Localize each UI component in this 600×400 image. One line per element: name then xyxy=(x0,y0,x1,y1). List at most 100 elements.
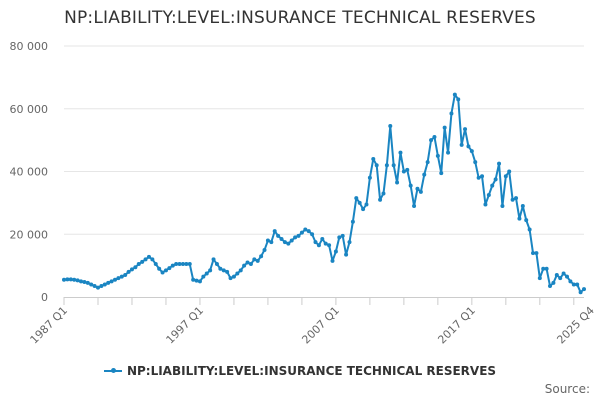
data-point[interactable] xyxy=(286,241,291,246)
data-point[interactable] xyxy=(306,229,311,234)
data-point[interactable] xyxy=(463,127,468,132)
data-point[interactable] xyxy=(85,280,90,285)
data-point[interactable] xyxy=(299,230,304,235)
data-point[interactable] xyxy=(259,254,264,259)
data-point[interactable] xyxy=(381,191,386,196)
data-point[interactable] xyxy=(374,163,379,168)
data-point[interactable] xyxy=(95,285,100,290)
data-point[interactable] xyxy=(361,207,366,212)
data-point[interactable] xyxy=(558,276,563,281)
data-point[interactable] xyxy=(490,183,495,188)
data-point[interactable] xyxy=(160,270,165,275)
data-point[interactable] xyxy=(357,200,362,205)
data-point[interactable] xyxy=(412,204,417,209)
data-point[interactable] xyxy=(106,280,111,285)
data-point[interactable] xyxy=(449,111,454,116)
data-point[interactable] xyxy=(282,240,287,245)
data-point[interactable] xyxy=(276,233,281,238)
data-point[interactable] xyxy=(544,266,549,271)
data-point[interactable] xyxy=(72,277,77,282)
data-point[interactable] xyxy=(405,167,410,172)
data-point[interactable] xyxy=(486,193,491,198)
data-point[interactable] xyxy=(231,274,236,279)
data-point[interactable] xyxy=(582,287,586,292)
data-point[interactable] xyxy=(65,277,70,282)
data-point[interactable] xyxy=(418,189,423,194)
data-point[interactable] xyxy=(466,144,471,149)
data-point[interactable] xyxy=(432,134,437,139)
data-point[interactable] xyxy=(221,268,226,273)
data-point[interactable] xyxy=(578,290,583,295)
data-point[interactable] xyxy=(330,258,335,263)
data-point[interactable] xyxy=(480,174,485,179)
data-point[interactable] xyxy=(201,274,206,279)
data-point[interactable] xyxy=(242,263,247,268)
data-point[interactable] xyxy=(245,260,250,265)
data-point[interactable] xyxy=(395,180,400,185)
data-point[interactable] xyxy=(524,218,529,223)
data-point[interactable] xyxy=(174,262,179,267)
data-point[interactable] xyxy=(469,149,474,154)
data-point[interactable] xyxy=(153,262,158,267)
data-point[interactable] xyxy=(520,204,525,209)
data-point[interactable] xyxy=(180,262,185,267)
data-point[interactable] xyxy=(187,262,192,267)
data-point[interactable] xyxy=(211,257,216,262)
data-point[interactable] xyxy=(62,277,66,282)
data-point[interactable] xyxy=(119,274,124,279)
data-point[interactable] xyxy=(218,266,223,271)
data-point[interactable] xyxy=(136,262,141,267)
data-point[interactable] xyxy=(398,150,403,155)
data-point[interactable] xyxy=(78,279,83,284)
data-point[interactable] xyxy=(510,197,515,202)
data-point[interactable] xyxy=(225,269,230,274)
data-point[interactable] xyxy=(497,161,502,166)
data-point[interactable] xyxy=(514,196,519,201)
data-point[interactable] xyxy=(541,266,546,271)
data-point[interactable] xyxy=(439,171,444,176)
data-point[interactable] xyxy=(483,202,488,207)
data-point[interactable] xyxy=(534,251,539,256)
data-point[interactable] xyxy=(408,183,413,188)
data-point[interactable] xyxy=(99,284,104,289)
data-point[interactable] xyxy=(146,254,151,259)
legend[interactable]: NP:LIABILITY:LEVEL:INSURANCE TECHNICAL R… xyxy=(0,364,600,378)
data-point[interactable] xyxy=(507,169,512,174)
data-point[interactable] xyxy=(184,262,189,267)
data-point[interactable] xyxy=(177,262,182,267)
data-point[interactable] xyxy=(554,273,559,278)
data-point[interactable] xyxy=(347,240,352,245)
data-point[interactable] xyxy=(150,257,155,262)
data-point[interactable] xyxy=(446,150,451,155)
data-point[interactable] xyxy=(68,277,73,282)
data-point[interactable] xyxy=(102,282,107,287)
data-point[interactable] xyxy=(415,186,420,191)
data-point[interactable] xyxy=(401,169,406,174)
data-point[interactable] xyxy=(143,257,148,262)
data-point[interactable] xyxy=(367,175,372,180)
data-point[interactable] xyxy=(537,276,542,281)
data-point[interactable] xyxy=(354,196,359,201)
data-point[interactable] xyxy=(235,271,240,276)
data-point[interactable] xyxy=(391,163,396,168)
data-point[interactable] xyxy=(303,227,308,232)
data-point[interactable] xyxy=(323,241,328,246)
data-point[interactable] xyxy=(289,238,294,243)
data-point[interactable] xyxy=(442,125,447,130)
data-point[interactable] xyxy=(133,265,138,270)
data-point[interactable] xyxy=(194,278,199,283)
data-point[interactable] xyxy=(252,257,257,262)
data-point[interactable] xyxy=(459,142,464,147)
data-point[interactable] xyxy=(473,160,478,165)
data-point[interactable] xyxy=(378,197,383,202)
data-point[interactable] xyxy=(208,268,213,273)
data-point[interactable] xyxy=(531,251,536,256)
data-point[interactable] xyxy=(429,138,434,143)
data-point[interactable] xyxy=(163,268,168,273)
data-point[interactable] xyxy=(279,236,284,241)
data-point[interactable] xyxy=(265,238,270,243)
data-point[interactable] xyxy=(310,232,315,237)
data-point[interactable] xyxy=(364,202,369,207)
data-point[interactable] xyxy=(126,269,131,274)
data-point[interactable] xyxy=(493,177,498,182)
